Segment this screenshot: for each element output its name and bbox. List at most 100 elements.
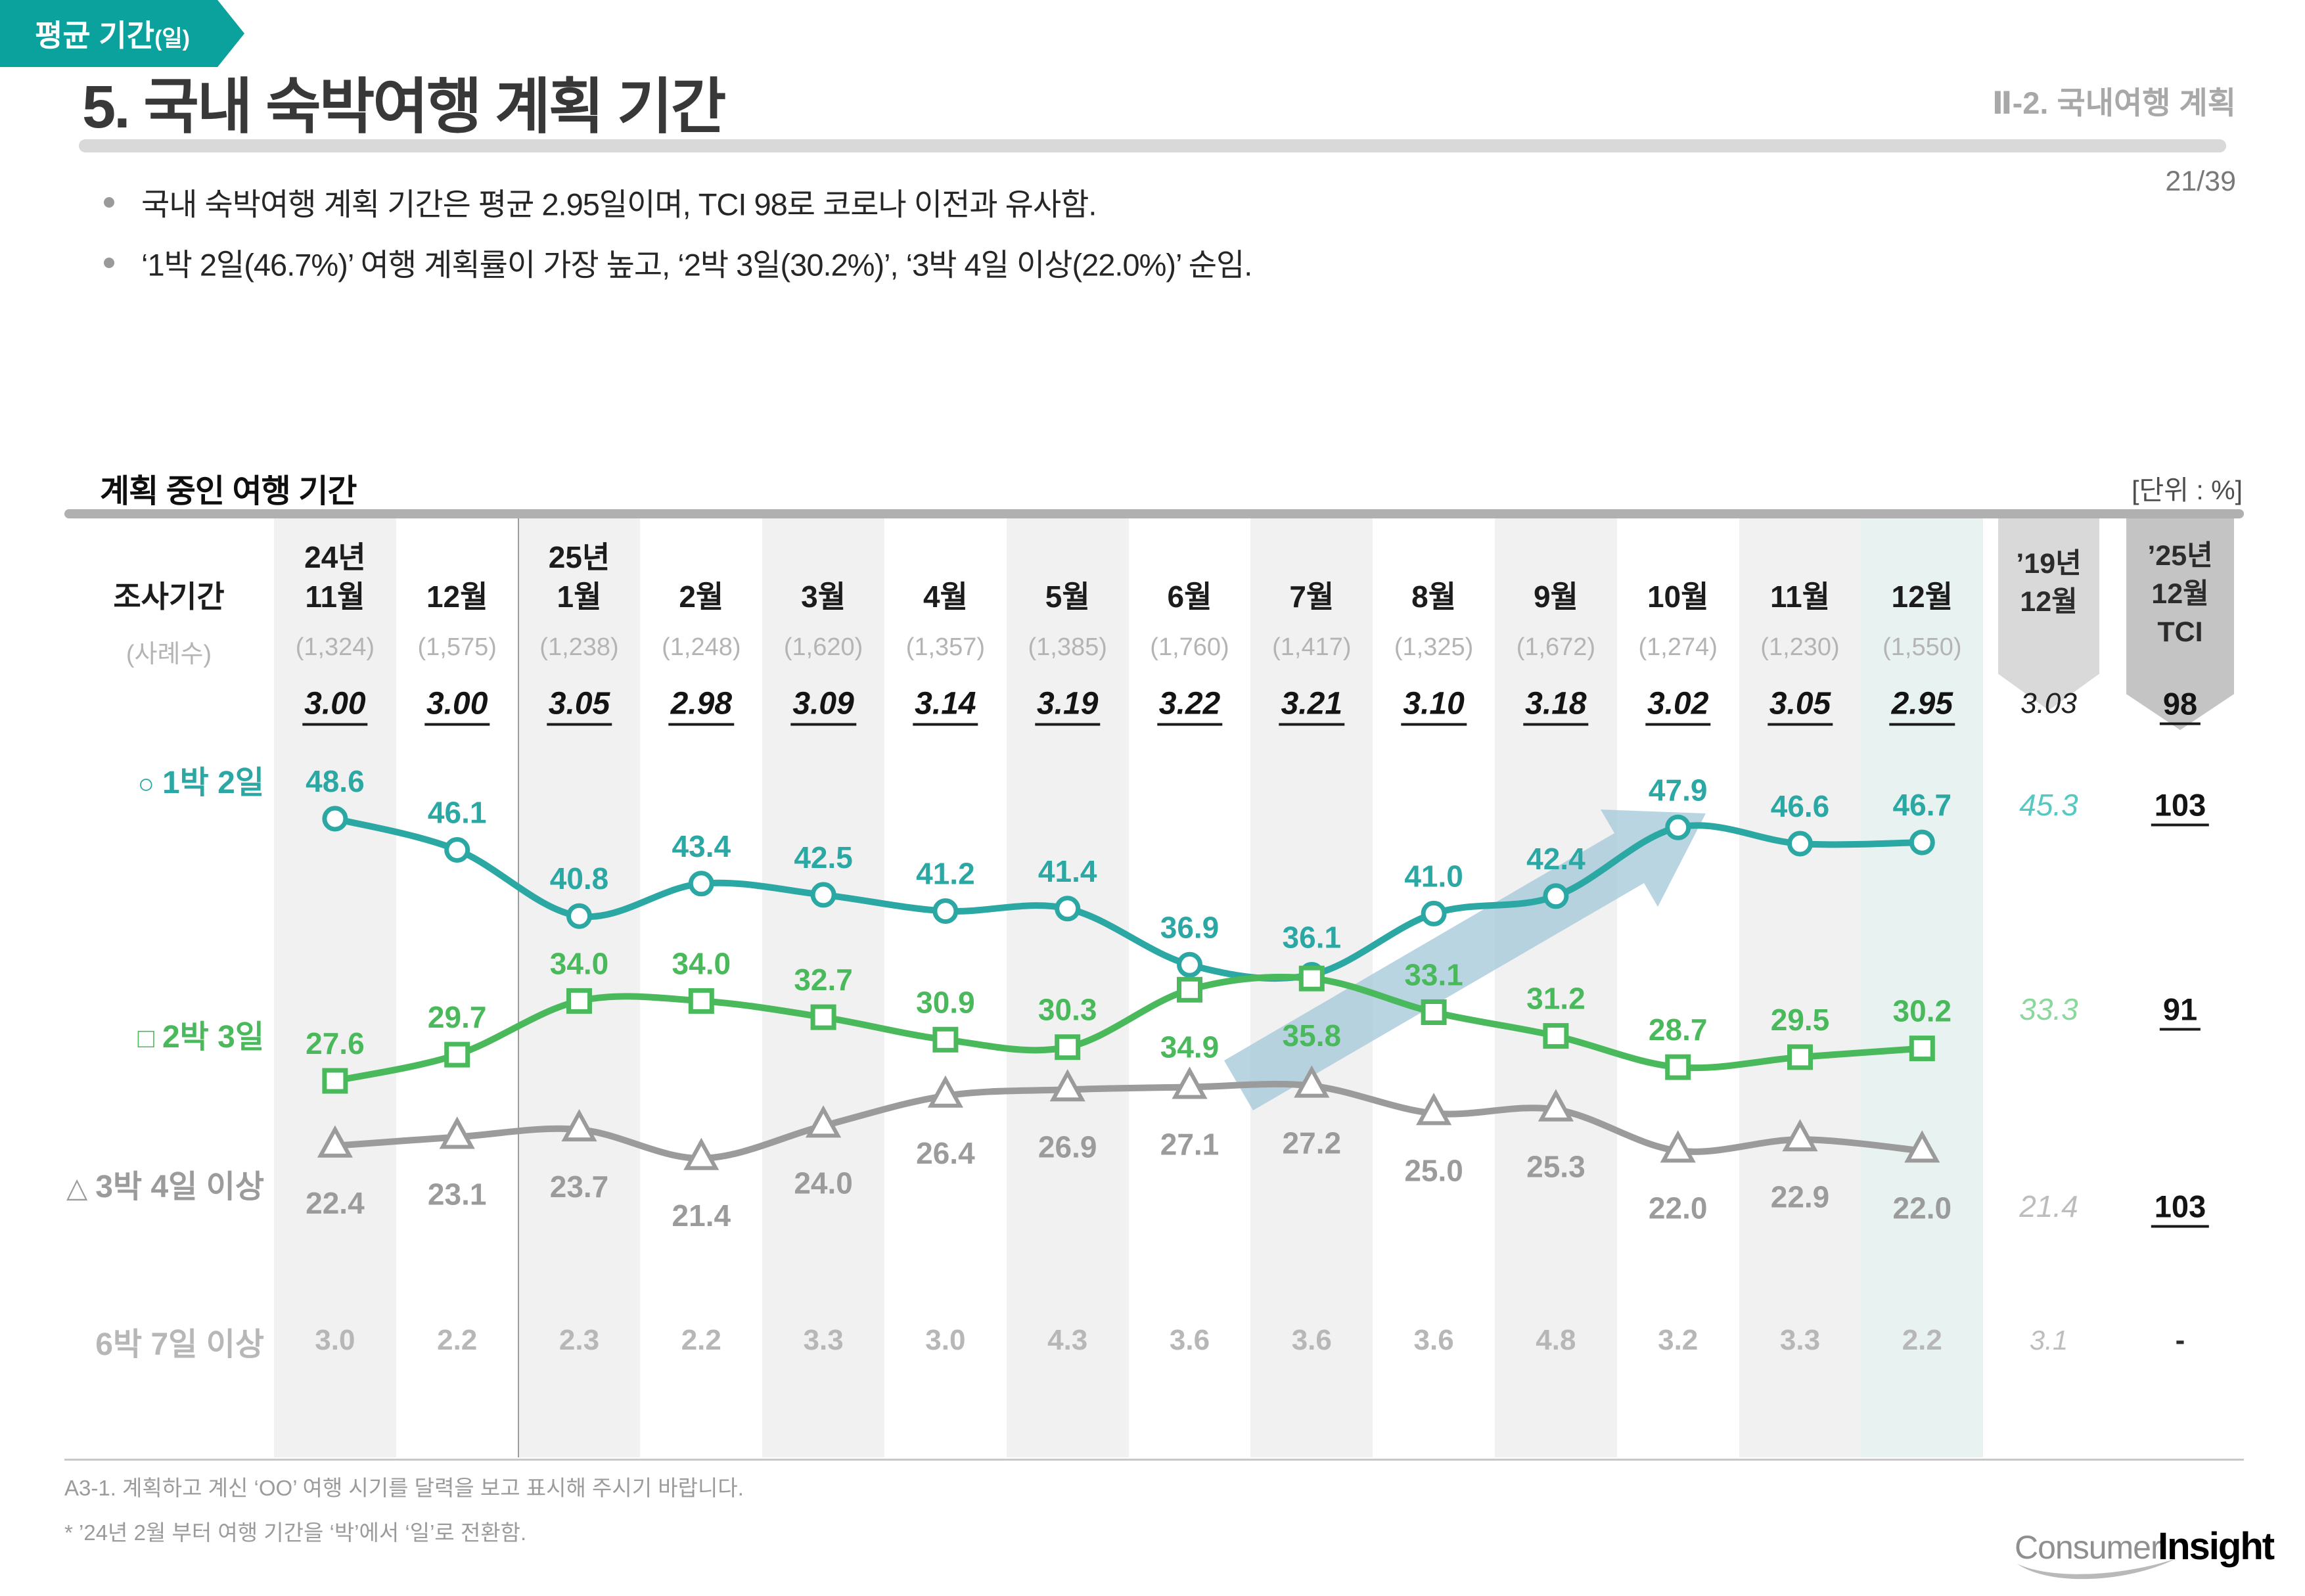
legend-triangle: △ 3박 4일 이상 xyxy=(66,1170,264,1204)
data-label: 46.1 xyxy=(428,796,487,830)
series-tci-value: 91 xyxy=(2159,992,2201,1031)
sample-size-value: (1,357) xyxy=(905,633,986,661)
consumer-insight-logo: Consumer Insight xyxy=(2015,1519,2275,1580)
data-label: 36.9 xyxy=(1160,910,1220,944)
column-header-month: 12월 xyxy=(426,580,488,614)
extra-row-value: 3.3 xyxy=(1779,1324,1821,1356)
extra-row-value: 3.3 xyxy=(803,1324,844,1356)
marker-square xyxy=(444,1041,470,1068)
legend-extra-row: 6박 7일 이상 xyxy=(95,1327,264,1362)
data-label: 26.4 xyxy=(916,1136,975,1170)
extra-row-value: 3.6 xyxy=(1169,1324,1210,1356)
avg-duration-tci-value: 98 xyxy=(2159,686,2201,725)
extra-row-value: 2.2 xyxy=(681,1324,721,1356)
avg-duration-value: 3.10 xyxy=(1401,686,1467,726)
data-label: 30.9 xyxy=(916,985,975,1019)
sample-size-value: (1,575) xyxy=(417,633,497,661)
unit-label: [단위 : %] xyxy=(2132,475,2243,505)
sample-size-value: (1,385) xyxy=(1028,633,1107,661)
marker-square xyxy=(1421,999,1447,1025)
sample-size-value: (1,324) xyxy=(295,633,375,661)
column-header-month: 3월 xyxy=(801,580,846,614)
chart-section-title: 계획 중인 여행 기간 xyxy=(100,474,357,509)
legend-circle: ○ 1박 2일 xyxy=(137,765,264,800)
sample-size-value: (1,274) xyxy=(1638,633,1718,661)
extra-row-value: 3.0 xyxy=(315,1324,355,1356)
marker-circle xyxy=(1665,814,1691,840)
avg-duration-value: 3.18 xyxy=(1523,686,1589,726)
avg-duration-value: 3.05 xyxy=(1767,686,1833,726)
page-number: 21/39 xyxy=(2165,166,2236,197)
tci-column-ribbon: ’25년 12월 TCI xyxy=(2126,518,2234,730)
data-label: 41.2 xyxy=(916,857,975,891)
marker-triangle xyxy=(927,1075,963,1108)
column-header-month: 5월 xyxy=(1045,580,1090,614)
method-change-note: * ’24년 2월 부터 여행 기간을 ‘박’에서 ‘일’로 전환함. xyxy=(64,1520,527,1545)
marker-triangle xyxy=(683,1137,719,1170)
avg-duration-row-label: 평균 기간(일) xyxy=(0,0,244,67)
data-label: 34.9 xyxy=(1160,1030,1220,1064)
extra-row-tci-value: - xyxy=(2175,1324,2185,1356)
column-header-month: 25년 1월 xyxy=(548,540,610,614)
series-ref-value: 33.3 xyxy=(2019,992,2078,1026)
avg-duration-value: 3.19 xyxy=(1034,686,1101,726)
data-label: 25.0 xyxy=(1404,1153,1463,1187)
avg-duration-value: 3.14 xyxy=(913,686,978,726)
sample-size-value: (1,550) xyxy=(1883,633,1962,661)
avg-duration-ref-value: 3.03 xyxy=(2020,687,2077,719)
data-table: 조사기간 (사례수) 24년 11월 (1,324) 12월 (1,575) 25년 1월 (1,… xyxy=(0,0,2305,1457)
column-header-month: 10월 xyxy=(1647,580,1709,614)
extra-row-value: 3.6 xyxy=(1291,1324,1332,1356)
data-label: 21.4 xyxy=(672,1198,731,1233)
marker-circle xyxy=(1421,900,1447,926)
data-label: 47.9 xyxy=(1649,773,1708,807)
data-label: 41.0 xyxy=(1404,859,1463,893)
extra-row-value: 3.0 xyxy=(925,1324,966,1356)
data-label: 43.4 xyxy=(672,829,731,863)
series-ref-value: 21.4 xyxy=(2019,1189,2078,1223)
avg-duration-value: 3.21 xyxy=(1279,686,1345,726)
data-label: 29.7 xyxy=(428,1000,487,1034)
marker-square xyxy=(1665,1054,1691,1080)
marker-triangle xyxy=(1660,1130,1696,1163)
sample-size-value: (1,325) xyxy=(1394,633,1474,661)
series-tci-value: 103 xyxy=(2151,1189,2210,1228)
data-label: 27.1 xyxy=(1160,1128,1220,1162)
column-header-month: 9월 xyxy=(1533,580,1578,614)
avg-duration-value: 2.98 xyxy=(668,686,735,726)
avg-duration-value: 3.05 xyxy=(546,686,612,726)
sample-size-value: (1,672) xyxy=(1516,633,1596,661)
extra-row-value: 2.3 xyxy=(559,1324,600,1356)
avg-duration-value: 3.22 xyxy=(1156,686,1223,726)
data-label: 28.7 xyxy=(1649,1013,1708,1047)
series-tci-value: 103 xyxy=(2151,787,2210,827)
footer-divider xyxy=(64,1459,2244,1461)
sample-size-value: (1,230) xyxy=(1760,633,1840,661)
data-label: 34.0 xyxy=(672,946,731,980)
avg-duration-value: 3.02 xyxy=(1645,686,1711,726)
summary-bullet-2: ‘1박 2일(46.7%)’ 여행 계획률이 가장 높고, ‘2박 3일(30.… xyxy=(141,247,1252,283)
marker-triangle xyxy=(1172,1066,1208,1099)
avg-duration-value: 3.00 xyxy=(302,686,368,726)
data-label: 22.0 xyxy=(1649,1191,1708,1225)
marker-circle xyxy=(1177,951,1202,978)
logo-text-insight: Insight xyxy=(2158,1525,2275,1568)
marker-square xyxy=(932,1026,959,1053)
marker-circle xyxy=(932,898,959,924)
sample-size-value: (1,760) xyxy=(1150,633,1229,661)
marker-circle xyxy=(688,871,714,897)
legend-square: □ 2박 3일 xyxy=(137,1020,264,1055)
logo-text-consumer: Consumer xyxy=(2015,1529,2162,1566)
sample-size-value: (1,238) xyxy=(539,633,619,661)
column-header-month: 24년 11월 xyxy=(304,540,366,614)
avg-duration-value: 2.95 xyxy=(1889,686,1955,726)
survey-question-note: A3-1. 계획하고 계신 ‘OO’ 여행 시기를 달력을 보고 표시해 주시기… xyxy=(64,1476,744,1500)
year-divider-line xyxy=(517,518,519,1457)
column-header-month: 12월 xyxy=(1891,580,1953,614)
logo-swoosh-icon xyxy=(2017,1559,2176,1580)
extra-row-value: 4.8 xyxy=(1536,1324,1576,1356)
column-header-month: 6월 xyxy=(1167,580,1212,614)
column-header-month: 11월 xyxy=(1770,580,1830,614)
sample-size-value: (1,248) xyxy=(662,633,741,661)
